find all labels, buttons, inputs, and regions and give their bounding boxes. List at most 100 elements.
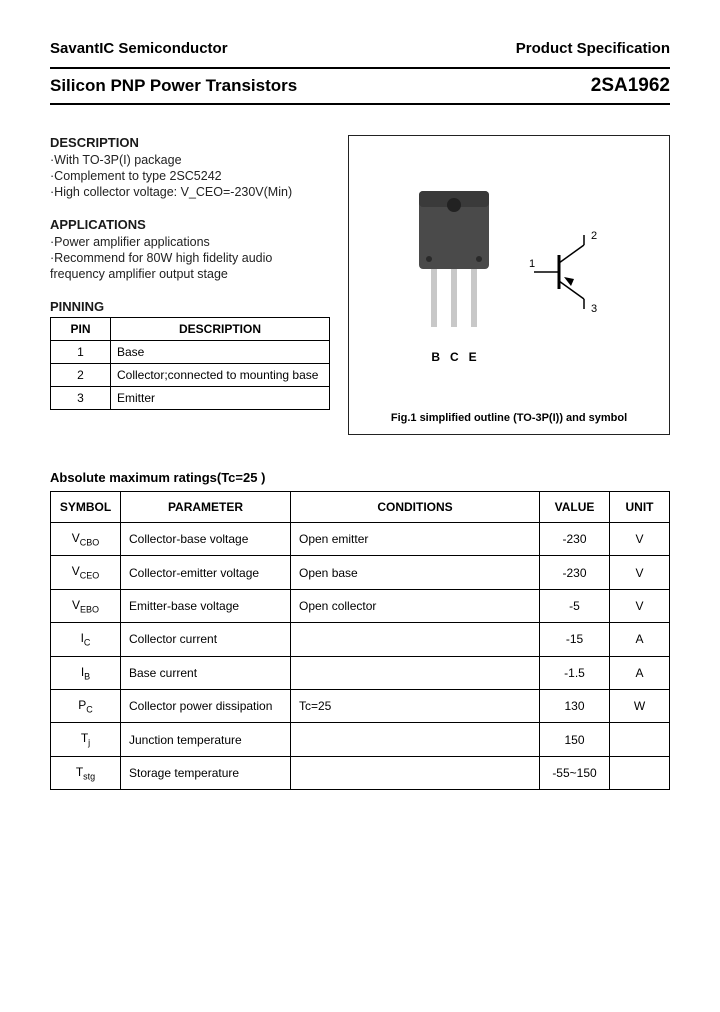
conditions-cell bbox=[291, 656, 540, 689]
parameter-cell: Storage temperature bbox=[121, 756, 291, 789]
value-cell: 150 bbox=[540, 723, 610, 756]
symbol-cell: IC bbox=[51, 623, 121, 656]
symbol-cell: VCBO bbox=[51, 523, 121, 556]
conditions-cell: Tc=25 bbox=[291, 689, 540, 722]
applications-list: ·Power amplifier applications ·Recommend… bbox=[50, 235, 330, 281]
value-cell: -1.5 bbox=[540, 656, 610, 689]
company-name: SavantIC Semiconductor bbox=[50, 40, 228, 57]
description-item: ·With TO-3P(I) package bbox=[50, 153, 330, 167]
description-item: ·Complement to type 2SC5242 bbox=[50, 169, 330, 183]
table-header-row: SYMBOL PARAMETER CONDITIONS VALUE UNIT bbox=[51, 492, 670, 523]
symbol-label-3: 3 bbox=[591, 303, 597, 315]
applications-item: ·Power amplifier applications bbox=[50, 235, 330, 249]
figure-caption: Fig.1 simplified outline (TO-3P(I)) and … bbox=[391, 412, 627, 424]
table-row: TjJunction temperature 150 bbox=[51, 723, 670, 756]
header-row: SavantIC Semiconductor Product Specifica… bbox=[50, 40, 670, 57]
parameter-cell: Junction temperature bbox=[121, 723, 291, 756]
pinning-table: PIN DESCRIPTION 1 Base 2 Collector;conne… bbox=[50, 317, 330, 410]
conditions-cell: Open emitter bbox=[291, 523, 540, 556]
table-row: 1 Base bbox=[51, 341, 330, 364]
pin-col-header: PIN bbox=[51, 318, 111, 341]
col-value: VALUE bbox=[540, 492, 610, 523]
parameter-cell: Collector-emitter voltage bbox=[121, 556, 291, 589]
table-header-row: PIN DESCRIPTION bbox=[51, 318, 330, 341]
schematic-symbol: 2 1 3 bbox=[529, 227, 609, 320]
parameter-cell: Emitter-base voltage bbox=[121, 589, 291, 622]
applications-item: ·Recommend for 80W high fidelity audio bbox=[50, 251, 330, 265]
table-row: VEBOEmitter-base voltageOpen collector-5… bbox=[51, 589, 670, 622]
parameter-cell: Base current bbox=[121, 656, 291, 689]
parameter-cell: Collector power dissipation bbox=[121, 689, 291, 722]
figure-box: B C E 2 1 3 Fig. bbox=[348, 135, 670, 435]
table-row: PCCollector power dissipationTc=25 130W bbox=[51, 689, 670, 722]
desc-cell: Base bbox=[111, 341, 330, 364]
conditions-cell bbox=[291, 623, 540, 656]
applications-heading: APPLICATIONS bbox=[50, 217, 330, 232]
pin-cell: 3 bbox=[51, 387, 111, 410]
parameter-cell: Collector-base voltage bbox=[121, 523, 291, 556]
unit-cell bbox=[610, 723, 670, 756]
value-cell: -5 bbox=[540, 589, 610, 622]
value-cell: -230 bbox=[540, 556, 610, 589]
symbol-label-2: 2 bbox=[591, 230, 597, 242]
desc-col-header: DESCRIPTION bbox=[111, 318, 330, 341]
table-row: IBBase current -1.5A bbox=[51, 656, 670, 689]
transistor-symbol-icon: 2 1 3 bbox=[529, 227, 609, 317]
pin-label-c: C bbox=[450, 350, 459, 364]
value-cell: 130 bbox=[540, 689, 610, 722]
left-column: DESCRIPTION ·With TO-3P(I) package ·Comp… bbox=[50, 135, 330, 435]
symbol-cell: VEBO bbox=[51, 589, 121, 622]
unit-cell bbox=[610, 756, 670, 789]
package-icon bbox=[409, 183, 499, 343]
unit-cell: A bbox=[610, 623, 670, 656]
unit-cell: V bbox=[610, 556, 670, 589]
col-symbol: SYMBOL bbox=[51, 492, 121, 523]
col-unit: UNIT bbox=[610, 492, 670, 523]
ratings-heading: Absolute maximum ratings(Tc=25 ) bbox=[50, 470, 670, 485]
symbol-cell: Tstg bbox=[51, 756, 121, 789]
symbol-cell: Tj bbox=[51, 723, 121, 756]
table-row: VCBOCollector-base voltageOpen emitter-2… bbox=[51, 523, 670, 556]
spec-label: Product Specification bbox=[516, 40, 670, 57]
pinning-heading: PINNING bbox=[50, 299, 330, 314]
package-drawing: B C E bbox=[409, 183, 499, 364]
table-row: ICCollector current -15A bbox=[51, 623, 670, 656]
unit-cell: A bbox=[610, 656, 670, 689]
pin-label-e: E bbox=[469, 350, 477, 364]
symbol-cell: PC bbox=[51, 689, 121, 722]
pin-labels: B C E bbox=[409, 350, 499, 364]
desc-cell: Collector;connected to mounting base bbox=[111, 364, 330, 387]
col-conditions: CONDITIONS bbox=[291, 492, 540, 523]
table-row: VCEOCollector-emitter voltageOpen base-2… bbox=[51, 556, 670, 589]
value-cell: -15 bbox=[540, 623, 610, 656]
figure-content: B C E 2 1 3 bbox=[359, 146, 659, 400]
unit-cell: V bbox=[610, 589, 670, 622]
desc-cell: Emitter bbox=[111, 387, 330, 410]
conditions-cell: Open collector bbox=[291, 589, 540, 622]
symbol-cell: IB bbox=[51, 656, 121, 689]
table-row: TstgStorage temperature-55~150 bbox=[51, 756, 670, 789]
description-heading: DESCRIPTION bbox=[50, 135, 330, 150]
unit-cell: W bbox=[610, 689, 670, 722]
table-row: 3 Emitter bbox=[51, 387, 330, 410]
top-block: DESCRIPTION ·With TO-3P(I) package ·Comp… bbox=[50, 135, 670, 435]
title-bar: Silicon PNP Power Transistors 2SA1962 bbox=[50, 67, 670, 105]
symbol-cell: VCEO bbox=[51, 556, 121, 589]
col-parameter: PARAMETER bbox=[121, 492, 291, 523]
description-item: ·High collector voltage: V_CEO=-230V(Min… bbox=[50, 185, 330, 199]
unit-cell: V bbox=[610, 523, 670, 556]
parameter-cell: Collector current bbox=[121, 623, 291, 656]
conditions-cell: Open base bbox=[291, 556, 540, 589]
pin-label-b: B bbox=[431, 350, 440, 364]
page-title: Silicon PNP Power Transistors bbox=[50, 76, 297, 96]
pin-cell: 2 bbox=[51, 364, 111, 387]
symbol-label-1: 1 bbox=[529, 258, 535, 270]
pin-cell: 1 bbox=[51, 341, 111, 364]
ratings-table: SYMBOL PARAMETER CONDITIONS VALUE UNIT V… bbox=[50, 491, 670, 790]
table-row: 2 Collector;connected to mounting base bbox=[51, 364, 330, 387]
conditions-cell bbox=[291, 756, 540, 789]
description-list: ·With TO-3P(I) package ·Complement to ty… bbox=[50, 153, 330, 199]
conditions-cell bbox=[291, 723, 540, 756]
value-cell: -230 bbox=[540, 523, 610, 556]
part-number: 2SA1962 bbox=[591, 75, 670, 97]
